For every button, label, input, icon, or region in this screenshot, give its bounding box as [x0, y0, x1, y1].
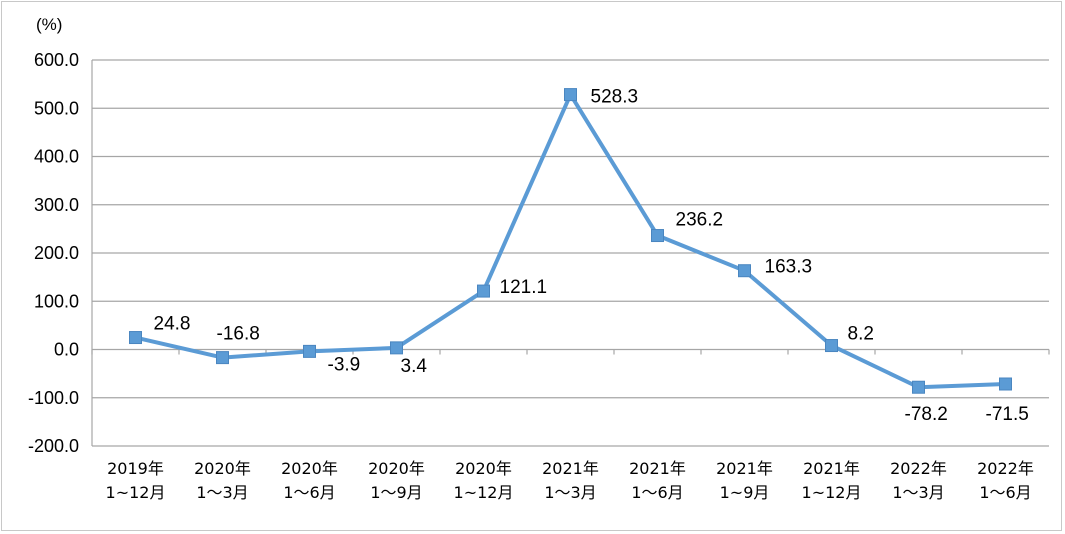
x-tick-label-period: 1~12月 [454, 483, 514, 502]
data-label: 3.4 [401, 356, 428, 377]
data-point-marker [129, 331, 142, 345]
data-point-marker [738, 264, 751, 278]
x-tick-label-year: 2021年 [716, 459, 773, 478]
x-tick-label-year: 2020年 [281, 459, 338, 478]
data-point-marker [390, 341, 403, 355]
y-axis-unit-label: (%) [36, 15, 62, 34]
data-point-marker [477, 284, 490, 298]
x-tick-label-year: 2020年 [194, 459, 251, 478]
x-tick-label-year: 2020年 [455, 459, 512, 478]
data-label: 236.2 [676, 210, 724, 231]
x-tick-label-year: 2019年 [107, 459, 164, 478]
x-tick-label-year: 2021年 [629, 459, 686, 478]
y-tick-label: -200.0 [28, 436, 79, 456]
x-tick-label-period: 1～6月 [631, 483, 683, 502]
data-point-marker [564, 88, 577, 102]
data-point-marker [825, 339, 838, 353]
x-tick-label-period: 1～6月 [283, 483, 335, 502]
x-tick-label-period: 1～6月 [979, 483, 1031, 502]
data-label: -3.9 [328, 354, 361, 375]
data-label: 8.2 [848, 324, 874, 345]
x-tick-label-period: 1~12月 [802, 483, 862, 502]
x-tick-label-year: 2021年 [803, 459, 860, 478]
x-tick-label-year: 2022年 [977, 459, 1034, 478]
data-label: 121.1 [500, 277, 548, 298]
data-point-marker [303, 344, 316, 358]
y-tick-label: 100.0 [34, 291, 79, 311]
data-point-marker [216, 351, 229, 365]
data-label: 24.8 [154, 314, 191, 335]
y-tick-label: 0.0 [54, 340, 79, 360]
data-label: -78.2 [905, 404, 948, 425]
data-point-marker [999, 377, 1012, 391]
x-tick-label-year: 2021年 [542, 459, 599, 478]
x-tick-label-period: 1～9月 [370, 483, 422, 502]
x-tick-label-period: 1～3月 [544, 483, 596, 502]
y-tick-label: 200.0 [34, 243, 79, 263]
series-line [135, 92, 1006, 390]
y-tick-label: 500.0 [34, 98, 79, 118]
x-tick-label-period: 1～3月 [892, 483, 944, 502]
x-tick-label-period: 1~9月 [720, 483, 770, 502]
x-tick-label-year: 2020年 [368, 459, 425, 478]
data-point-marker [912, 380, 925, 394]
x-tick-label-period: 1~12月 [106, 483, 166, 502]
x-tick-label-year: 2022年 [890, 459, 947, 478]
data-label: -16.8 [217, 324, 260, 345]
y-tick-label: 600.0 [34, 50, 79, 70]
y-tick-label: -100.0 [28, 388, 79, 408]
y-tick-label: 300.0 [34, 195, 79, 215]
data-point-marker [651, 229, 664, 243]
data-label: 528.3 [591, 87, 639, 108]
data-label: -71.5 [986, 404, 1029, 425]
data-label: 163.3 [765, 257, 813, 278]
x-tick-label-period: 1～3月 [196, 483, 248, 502]
y-tick-label: 400.0 [34, 147, 79, 167]
